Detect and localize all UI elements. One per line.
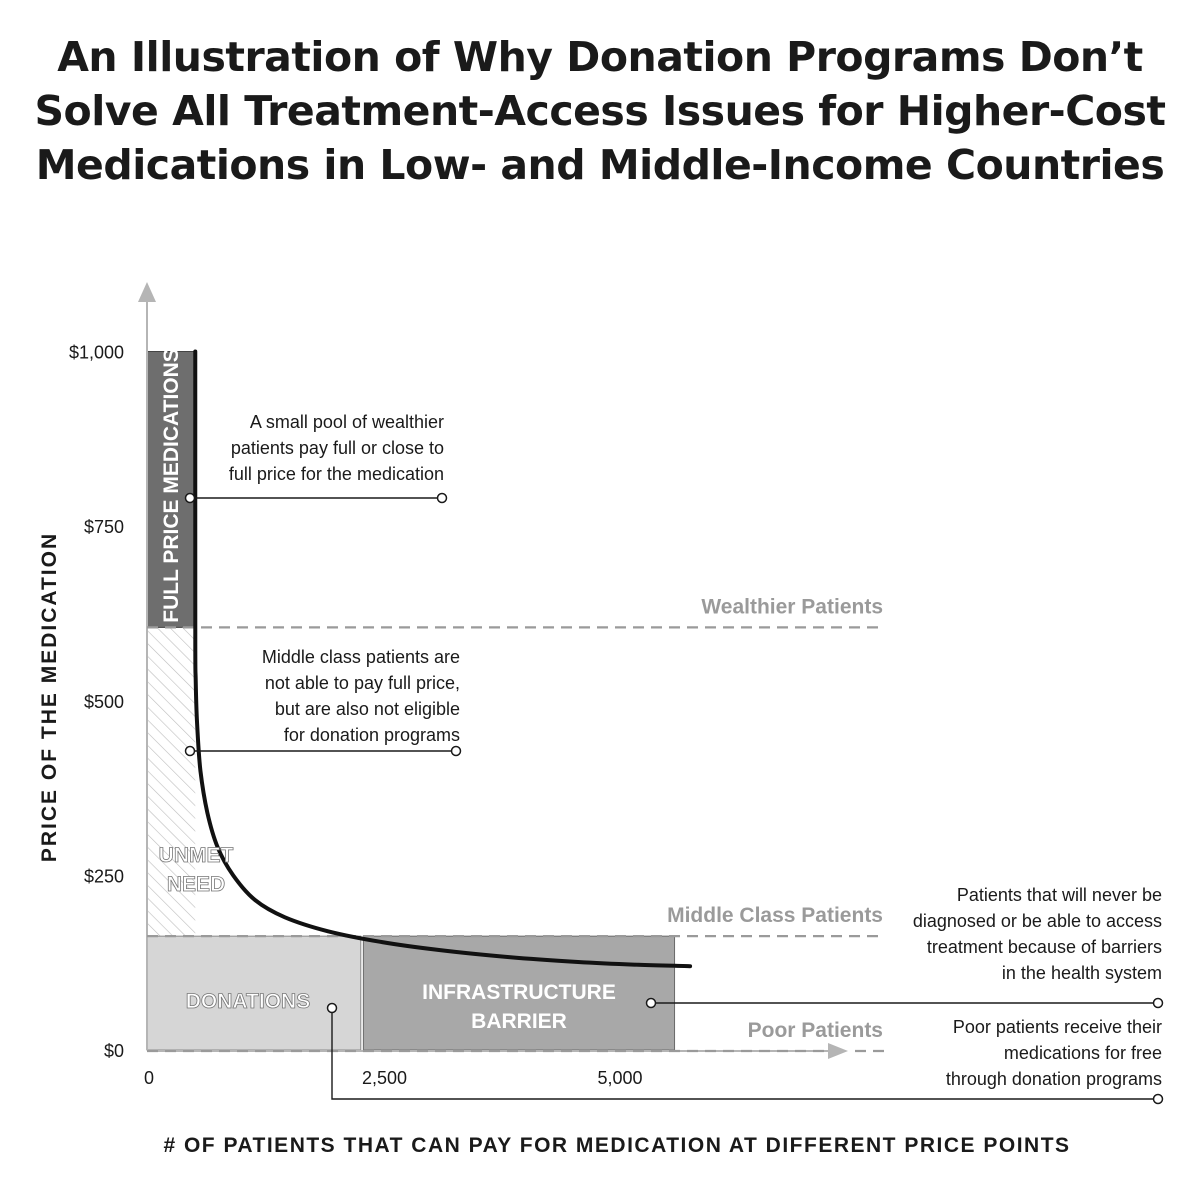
annotation-text: Poor patients receive their bbox=[953, 1017, 1162, 1037]
annotation-text: diagnosed or be able to access bbox=[913, 911, 1162, 931]
chart-title-line-3: Medications in Low- and Middle-Income Co… bbox=[35, 141, 1165, 189]
region-infrastructure bbox=[362, 935, 676, 1051]
x-tick-label: 5,000 bbox=[597, 1068, 642, 1088]
annotation-dot bbox=[1152, 997, 1164, 1009]
annotation-dot bbox=[450, 745, 462, 757]
annotation-text: but are also not eligible bbox=[275, 699, 460, 719]
y-tick-label: $750 bbox=[84, 517, 124, 537]
annotation-text: treatment because of barriers bbox=[927, 937, 1162, 957]
x-tick-labels: 0 2,500 5,000 bbox=[144, 1068, 643, 1088]
chart-title-line-1: An Illustration of Why Donation Programs… bbox=[57, 33, 1143, 81]
annotation-dot bbox=[184, 492, 196, 504]
threshold-label: Poor Patients bbox=[748, 1019, 883, 1042]
annotation-text: full price for the medication bbox=[229, 464, 444, 484]
label-unmet-need-2: NEED bbox=[167, 873, 225, 896]
annotations: A small pool of wealthier patients pay fu… bbox=[184, 412, 1164, 1105]
label-infrastructure-2: BARRIER bbox=[471, 1010, 567, 1033]
label-unmet-need-1: UNMET bbox=[159, 844, 234, 867]
y-axis-arrow-icon bbox=[138, 282, 156, 302]
x-tick-label: 0 bbox=[144, 1068, 154, 1088]
label-infrastructure-1: INFRASTRUCTURE bbox=[422, 981, 616, 1004]
annotation-leader bbox=[331, 1008, 1158, 1100]
label-full-price: FULL PRICE MEDICATIONS bbox=[160, 348, 183, 623]
annotation-dot bbox=[184, 745, 196, 757]
y-tick-label: $500 bbox=[84, 692, 124, 712]
label-donations: DONATIONS bbox=[186, 990, 310, 1013]
annotation-text: medications for free bbox=[1004, 1043, 1162, 1063]
annotation-dot bbox=[1152, 1093, 1164, 1105]
x-tick-label: 2,500 bbox=[362, 1068, 407, 1088]
demand-curve bbox=[193, 349, 693, 969]
annotation-text: in the health system bbox=[1002, 963, 1162, 983]
threshold-label: Wealthier Patients bbox=[701, 595, 883, 618]
x-axis-label: # OF PATIENTS THAT CAN PAY FOR MEDICATIO… bbox=[163, 1134, 1070, 1157]
annotation-text: not able to pay full price, bbox=[265, 673, 460, 693]
annotation-text: A small pool of wealthier bbox=[250, 412, 444, 432]
y-tick-label: $0 bbox=[104, 1041, 124, 1061]
threshold-lines: Wealthier Patients Middle Class Patients P… bbox=[147, 595, 885, 1053]
threshold-label: Middle Class Patients bbox=[667, 904, 883, 927]
y-tick-labels: $0 $250 $500 $750 $1,000 bbox=[69, 343, 124, 1062]
region-donations bbox=[146, 935, 362, 1051]
annotation-text: for donation programs bbox=[284, 725, 460, 745]
annotation-dot bbox=[436, 492, 448, 504]
chart-title-line-2: Solve All Treatment-Access Issues for Hi… bbox=[34, 87, 1166, 135]
annotation-text: patients pay full or close to bbox=[231, 438, 444, 458]
x-axis-arrow-icon bbox=[828, 1043, 848, 1059]
annotation-dot bbox=[645, 997, 657, 1009]
annotation-text: Patients that will never be bbox=[957, 885, 1162, 905]
region-unmet-need bbox=[147, 627, 196, 937]
annotation-text: Middle class patients are bbox=[262, 647, 460, 667]
y-axis-label: PRICE OF THE MEDICATION bbox=[38, 532, 61, 862]
y-tick-label: $250 bbox=[84, 866, 124, 886]
y-tick-label: $1,000 bbox=[69, 343, 124, 363]
annotation-dot bbox=[326, 1002, 338, 1014]
annotation-text: through donation programs bbox=[946, 1069, 1162, 1089]
chart-title: An Illustration of Why Donation Programs… bbox=[0, 30, 1200, 192]
